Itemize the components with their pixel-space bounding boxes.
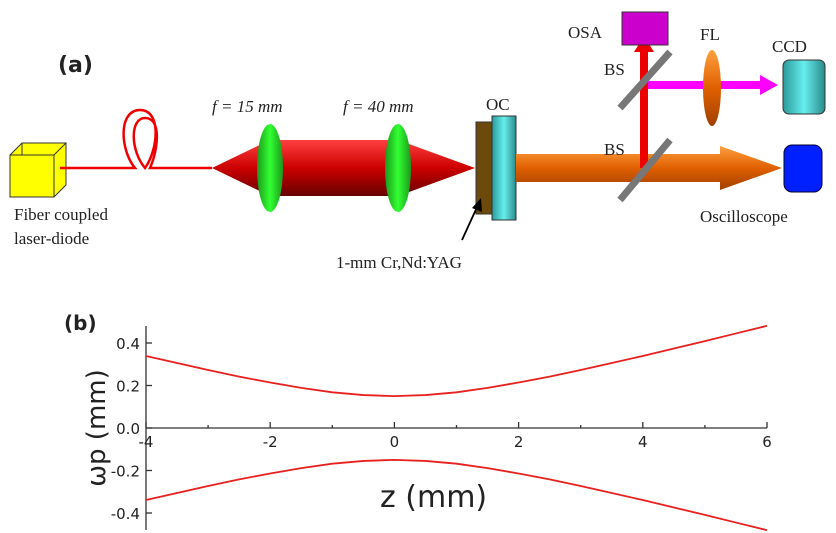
pump-beam <box>212 140 475 196</box>
crystal-label: 1-mm Cr,Nd:YAG <box>336 253 462 272</box>
setup-diagram: (a) f = 15 mm f = 40 mm OC BS BS OSA FL … <box>10 12 825 272</box>
bs-label: BS <box>604 140 625 159</box>
bs-label: BS <box>604 60 625 79</box>
lens-label: f = 15 mm <box>212 97 283 116</box>
lens-label: f = 40 mm <box>343 97 414 116</box>
fiber <box>60 110 212 168</box>
y-tick-label: -0.2 <box>111 463 140 481</box>
fl-label: FL <box>700 25 720 44</box>
y-tick-label: 0.0 <box>116 420 140 438</box>
oscilloscope-label: Oscilloscope <box>700 207 788 226</box>
osa-label: OSA <box>568 23 603 42</box>
red-beam <box>640 45 648 168</box>
ccd-label: CCD <box>772 37 807 56</box>
x-tick-label: -2 <box>263 433 278 451</box>
crystal <box>476 122 492 214</box>
lens <box>385 124 411 212</box>
x-tick-label: 4 <box>638 433 648 451</box>
x-tick-label: 6 <box>762 433 772 451</box>
figure: (a) f = 15 mm f = 40 mm OC BS BS OSA FL … <box>0 0 836 533</box>
y-tick-label: -0.4 <box>111 505 140 523</box>
oscilloscope <box>784 145 822 192</box>
waist-curve <box>146 326 767 396</box>
y-tick-label: 0.2 <box>116 378 140 396</box>
y-axis-label: ωp (mm) <box>82 369 112 486</box>
waist-chart: (b) 0.4 0.2 0.0 -0.2 -0.4 -4 -2 0 2 4 6 z (mm) ωp (m… <box>64 311 772 530</box>
source-label: laser-diode <box>14 229 89 248</box>
oc-label: OC <box>486 95 510 114</box>
panel-label: (a) <box>58 53 93 78</box>
osa <box>622 12 668 45</box>
ccd <box>783 60 825 114</box>
source-label: Fiber coupled <box>14 205 108 224</box>
focus-lens <box>703 50 721 126</box>
panel-label: (b) <box>64 311 97 335</box>
x-tick-label: 2 <box>514 433 524 451</box>
x-axis-label: z (mm) <box>380 480 487 515</box>
output-coupler <box>492 116 516 220</box>
x-tick-label: -4 <box>139 433 154 451</box>
lens <box>257 124 283 212</box>
y-tick-label: 0.4 <box>116 335 140 353</box>
x-tick-label: 0 <box>390 433 400 451</box>
